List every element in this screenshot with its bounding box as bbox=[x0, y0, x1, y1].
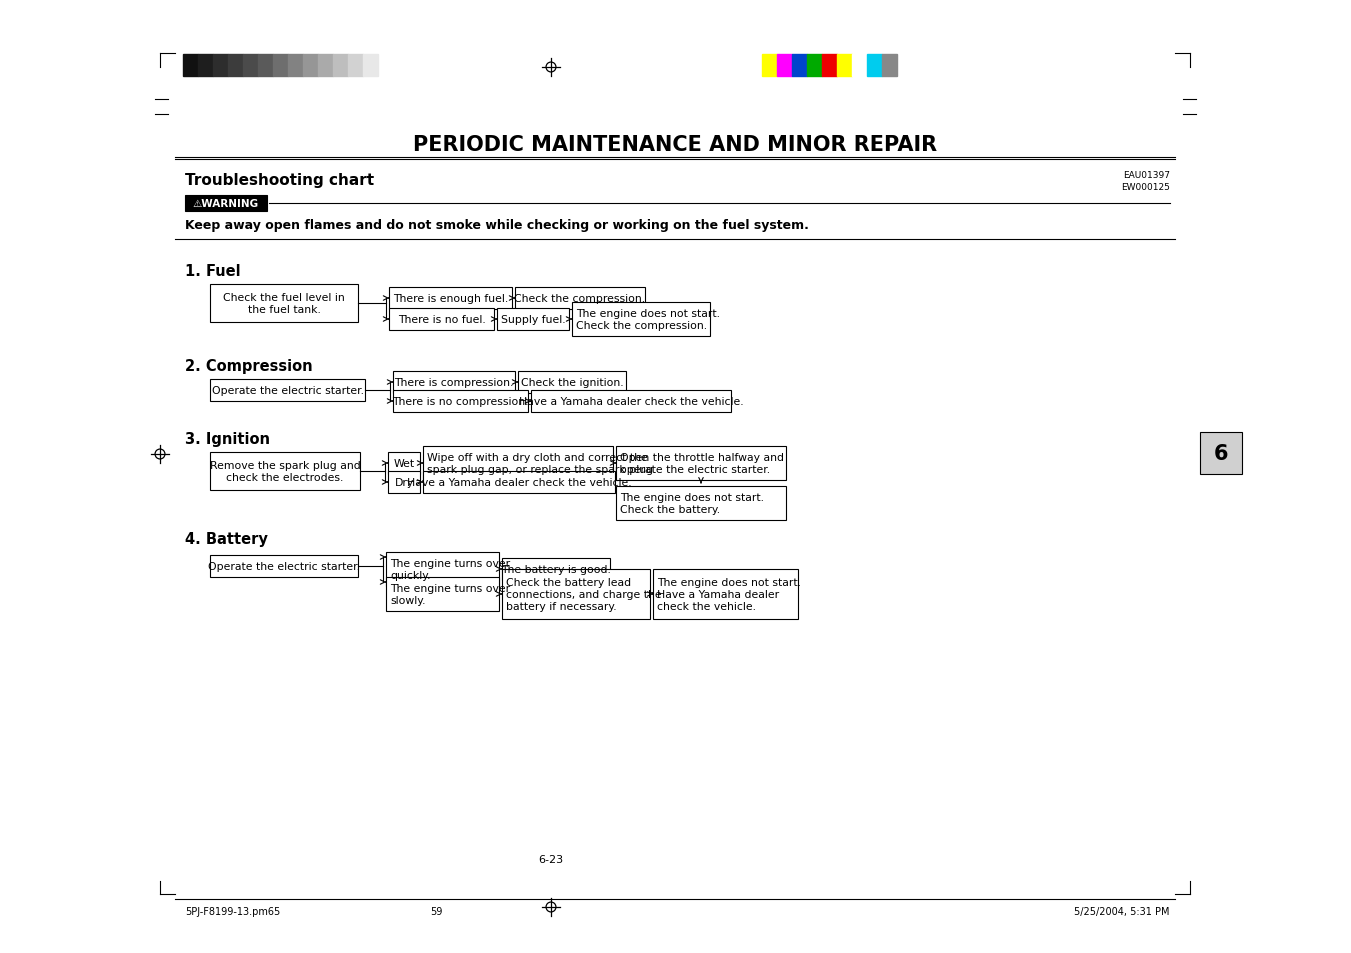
Bar bbox=[258, 55, 273, 77]
Text: Troubleshooting chart: Troubleshooting chart bbox=[185, 172, 374, 188]
Text: EAU01397: EAU01397 bbox=[1123, 171, 1170, 179]
Text: The battery is good.: The battery is good. bbox=[501, 564, 611, 575]
Text: 5/25/2004, 5:31 PM: 5/25/2004, 5:31 PM bbox=[1074, 906, 1170, 916]
FancyBboxPatch shape bbox=[209, 453, 359, 491]
Text: Dry: Dry bbox=[394, 477, 413, 488]
Bar bbox=[199, 55, 213, 77]
Text: 59: 59 bbox=[430, 906, 442, 916]
Bar bbox=[838, 55, 852, 77]
Text: The engine turns over
slowly.: The engine turns over slowly. bbox=[390, 583, 511, 605]
Text: The engine does not start.
Check the battery.: The engine does not start. Check the bat… bbox=[620, 493, 765, 515]
FancyBboxPatch shape bbox=[1200, 433, 1242, 475]
Bar bbox=[182, 55, 199, 77]
Text: PERIODIC MAINTENANCE AND MINOR REPAIR: PERIODIC MAINTENANCE AND MINOR REPAIR bbox=[413, 135, 938, 154]
Text: 5PJ-F8199-13.pm65: 5PJ-F8199-13.pm65 bbox=[185, 906, 280, 916]
FancyBboxPatch shape bbox=[423, 447, 613, 480]
Text: 1. Fuel: 1. Fuel bbox=[185, 264, 240, 279]
Text: 6: 6 bbox=[1213, 443, 1228, 463]
Text: 3. Ignition: 3. Ignition bbox=[185, 432, 270, 447]
Bar bbox=[288, 55, 303, 77]
Bar bbox=[243, 55, 258, 77]
FancyBboxPatch shape bbox=[423, 472, 615, 494]
Bar bbox=[317, 55, 332, 77]
FancyBboxPatch shape bbox=[653, 569, 798, 619]
Text: Operate the electric starter.: Operate the electric starter. bbox=[208, 561, 359, 572]
Bar bbox=[852, 55, 867, 77]
Text: Check the battery lead
connections, and charge the
battery if necessary.: Check the battery lead connections, and … bbox=[507, 577, 662, 612]
Text: 6-23: 6-23 bbox=[539, 854, 563, 864]
Text: Wet: Wet bbox=[393, 458, 415, 469]
Bar bbox=[762, 55, 777, 77]
FancyBboxPatch shape bbox=[503, 569, 650, 619]
FancyBboxPatch shape bbox=[209, 379, 365, 401]
FancyBboxPatch shape bbox=[388, 453, 420, 475]
Bar bbox=[363, 55, 378, 77]
FancyBboxPatch shape bbox=[389, 288, 512, 310]
Text: Keep away open flames and do not smoke while checking or working on the fuel sys: Keep away open flames and do not smoke w… bbox=[185, 218, 809, 232]
FancyBboxPatch shape bbox=[616, 486, 786, 520]
Text: Check the ignition.: Check the ignition. bbox=[520, 377, 623, 388]
Text: There is no compression.: There is no compression. bbox=[392, 396, 528, 407]
FancyBboxPatch shape bbox=[616, 447, 786, 480]
Text: The engine does not start.
Check the compression.: The engine does not start. Check the com… bbox=[576, 309, 720, 331]
Bar bbox=[792, 55, 807, 77]
Bar bbox=[807, 55, 821, 77]
Bar bbox=[867, 55, 882, 77]
FancyBboxPatch shape bbox=[497, 309, 569, 331]
FancyBboxPatch shape bbox=[185, 195, 267, 212]
Text: There is compression.: There is compression. bbox=[394, 377, 513, 388]
Text: 2. Compression: 2. Compression bbox=[185, 359, 312, 375]
FancyBboxPatch shape bbox=[389, 309, 494, 331]
Bar bbox=[777, 55, 792, 77]
Bar bbox=[303, 55, 317, 77]
Bar bbox=[273, 55, 288, 77]
FancyBboxPatch shape bbox=[571, 303, 711, 336]
Bar bbox=[882, 55, 897, 77]
Text: The engine turns over
quickly.: The engine turns over quickly. bbox=[390, 558, 511, 580]
FancyBboxPatch shape bbox=[386, 553, 499, 586]
Text: 4. Battery: 4. Battery bbox=[185, 532, 267, 547]
FancyBboxPatch shape bbox=[386, 578, 499, 612]
Text: ⚠WARNING: ⚠WARNING bbox=[193, 199, 259, 209]
Text: Operate the electric starter.: Operate the electric starter. bbox=[212, 386, 363, 395]
Bar bbox=[349, 55, 363, 77]
Text: The engine does not start.
Have a Yamaha dealer
check the vehicle.: The engine does not start. Have a Yamaha… bbox=[657, 577, 801, 612]
FancyBboxPatch shape bbox=[503, 558, 611, 580]
Text: There is no fuel.: There is no fuel. bbox=[397, 314, 485, 325]
FancyBboxPatch shape bbox=[393, 372, 515, 394]
FancyBboxPatch shape bbox=[531, 391, 731, 413]
Text: Have a Yamaha dealer check the vehicle.: Have a Yamaha dealer check the vehicle. bbox=[407, 477, 631, 488]
FancyBboxPatch shape bbox=[209, 556, 358, 578]
FancyBboxPatch shape bbox=[209, 285, 358, 323]
FancyBboxPatch shape bbox=[393, 391, 528, 413]
Text: There is enough fuel.: There is enough fuel. bbox=[393, 294, 508, 304]
Text: Supply fuel.: Supply fuel. bbox=[501, 314, 565, 325]
Text: Wipe off with a dry cloth and correct the
spark plug gap, or replace the spark p: Wipe off with a dry cloth and correct th… bbox=[427, 453, 657, 475]
FancyBboxPatch shape bbox=[515, 288, 644, 310]
Bar bbox=[228, 55, 243, 77]
Text: EW000125: EW000125 bbox=[1121, 183, 1170, 193]
Text: Check the fuel level in
the fuel tank.: Check the fuel level in the fuel tank. bbox=[223, 293, 345, 314]
Text: Remove the spark plug and
check the electrodes.: Remove the spark plug and check the elec… bbox=[209, 460, 361, 482]
Text: Have a Yamaha dealer check the vehicle.: Have a Yamaha dealer check the vehicle. bbox=[519, 396, 743, 407]
Text: Check the compression.: Check the compression. bbox=[515, 294, 646, 304]
Bar bbox=[213, 55, 228, 77]
Bar bbox=[332, 55, 349, 77]
FancyBboxPatch shape bbox=[517, 372, 626, 394]
Bar bbox=[821, 55, 838, 77]
Text: Open the throttle halfway and
operate the electric starter.: Open the throttle halfway and operate th… bbox=[620, 453, 784, 475]
FancyBboxPatch shape bbox=[388, 472, 420, 494]
